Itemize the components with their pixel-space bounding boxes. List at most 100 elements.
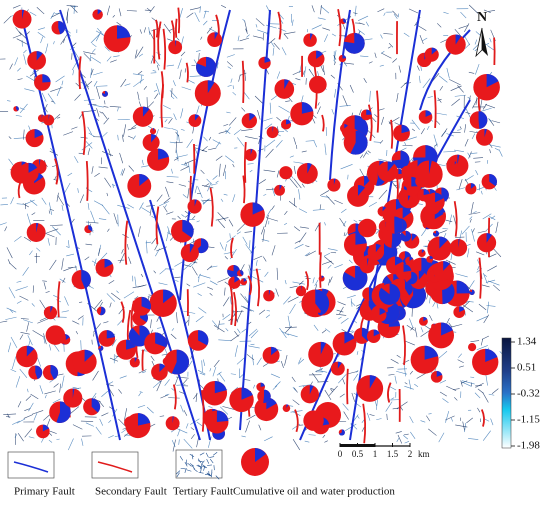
tertiary-fault — [266, 217, 279, 222]
tertiary-fault — [299, 232, 307, 243]
tertiary-fault — [477, 407, 481, 413]
secondary-fault — [185, 62, 189, 83]
tertiary-fault — [420, 330, 431, 337]
tertiary-fault — [95, 30, 102, 42]
production-pie-wedge — [126, 339, 136, 350]
tertiary-fault — [19, 107, 25, 111]
tertiary-fault — [238, 74, 241, 82]
production-pie-wedge — [81, 269, 91, 289]
tertiary-fault — [287, 315, 291, 328]
legend-secondary — [97, 461, 133, 473]
tertiary-fault — [67, 172, 73, 177]
tertiary-fault — [343, 62, 355, 65]
tertiary-fault — [409, 416, 414, 424]
tertiary-fault — [287, 333, 298, 338]
legend-primary — [13, 461, 49, 473]
production-pie-wedge — [22, 9, 25, 20]
tertiary-fault — [422, 37, 428, 42]
scale-unit: km — [418, 449, 430, 459]
tertiary-fault — [166, 211, 174, 215]
tertiary-fault — [26, 75, 36, 82]
tertiary-fault — [417, 203, 423, 205]
tertiary-fault — [319, 190, 330, 196]
tertiary-fault — [47, 93, 56, 105]
tertiary-fault — [354, 5, 357, 17]
tertiary-fault — [93, 71, 103, 76]
tertiary-fault — [84, 256, 90, 261]
tertiary-fault — [215, 475, 220, 480]
tertiary-fault — [187, 188, 190, 199]
tertiary-fault — [437, 23, 442, 28]
tertiary-fault — [201, 146, 208, 152]
tertiary-fault — [451, 417, 453, 422]
tertiary-fault — [36, 247, 41, 252]
production-pie — [303, 33, 317, 47]
secondary-fault — [162, 28, 167, 70]
tertiary-fault — [117, 107, 119, 112]
tertiary-fault — [142, 371, 146, 374]
secondary-fault — [304, 271, 309, 291]
tertiary-fault — [339, 217, 346, 227]
tertiary-fault — [29, 69, 39, 77]
tertiary-fault — [402, 144, 413, 147]
tertiary-fault — [201, 360, 203, 373]
secondary-fault — [346, 368, 349, 405]
production-pie-wedge — [249, 113, 256, 121]
tertiary-fault — [157, 65, 159, 71]
tertiary-fault — [43, 335, 46, 344]
tertiary-fault — [342, 403, 349, 411]
tertiary-fault — [169, 141, 176, 144]
production-pie — [359, 258, 375, 274]
tertiary-fault — [262, 256, 267, 262]
tertiary-fault — [19, 103, 28, 114]
tertiary-fault — [304, 252, 311, 257]
tertiary-fault — [111, 292, 121, 301]
tertiary-fault — [7, 413, 10, 418]
tertiary-fault — [405, 136, 417, 141]
tertiary-fault — [52, 226, 61, 236]
tertiary-fault — [245, 28, 248, 34]
tertiary-fault — [431, 73, 440, 83]
tertiary-fault — [209, 456, 215, 458]
tertiary-fault — [189, 463, 195, 467]
tertiary-fault — [269, 102, 272, 114]
production-pie-wedge — [207, 80, 215, 94]
tertiary-fault — [445, 259, 456, 265]
tertiary-fault — [29, 199, 38, 206]
tertiary-fault — [472, 228, 475, 233]
tertiary-fault — [461, 380, 468, 384]
tertiary-fault — [47, 238, 50, 246]
tertiary-fault — [203, 359, 206, 367]
tertiary-fault — [199, 464, 203, 470]
production-pie-wedge — [50, 364, 59, 380]
tertiary-fault — [228, 219, 234, 227]
tertiary-fault — [222, 314, 231, 321]
tertiary-fault — [29, 250, 33, 256]
tertiary-fault — [356, 351, 359, 355]
secondary-fault — [453, 200, 458, 237]
tertiary-fault — [185, 423, 189, 429]
production-pie-wedge — [35, 365, 43, 380]
tertiary-fault — [353, 12, 358, 15]
tertiary-fault — [203, 136, 208, 142]
tertiary-fault — [48, 439, 53, 443]
tertiary-fault — [199, 5, 201, 13]
tertiary-fault — [29, 11, 37, 16]
secondary-fault — [209, 187, 214, 227]
production-pie — [303, 410, 324, 431]
tertiary-fault — [201, 185, 214, 189]
tertiary-fault — [468, 4, 479, 14]
tertiary-fault — [123, 291, 135, 299]
tertiary-fault — [250, 330, 259, 339]
tertiary-fault — [181, 214, 185, 218]
tertiary-fault — [371, 117, 377, 123]
tertiary-fault — [169, 90, 178, 99]
tertiary-fault — [3, 413, 17, 415]
secondary-fault — [362, 403, 367, 444]
tertiary-fault — [81, 438, 84, 446]
tertiary-fault — [43, 232, 55, 238]
tertiary-fault — [215, 155, 223, 161]
tertiary-fault — [70, 5, 76, 8]
secondary-fault — [155, 206, 160, 245]
